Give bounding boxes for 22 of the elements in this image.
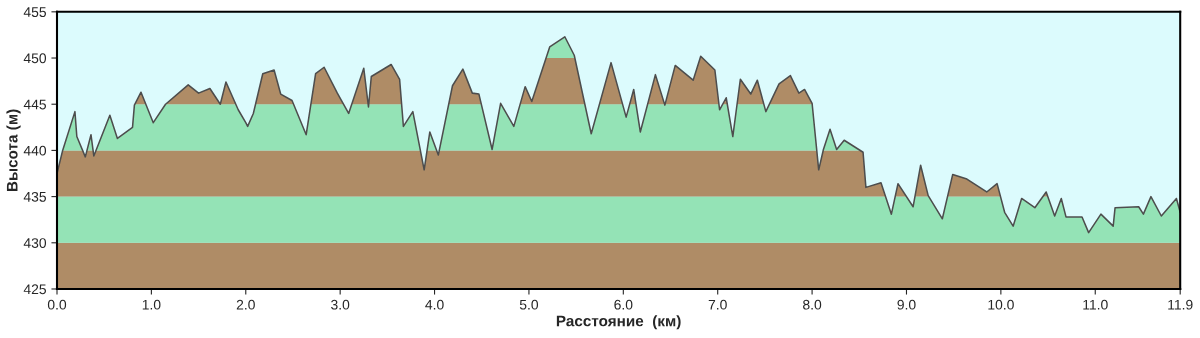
x-axis-title: Расстояние (км)	[556, 315, 681, 330]
x-tick-label: 11.0	[1083, 299, 1108, 310]
x-tick-label: 5.0	[519, 299, 539, 310]
y-tick-label: 455	[23, 7, 46, 17]
x-tick-label: 11.9	[1168, 299, 1193, 310]
y-tick-label: 425	[23, 284, 46, 295]
x-tick-label: 6.0	[614, 299, 633, 310]
y-axis-title: Высота (м)	[6, 109, 21, 191]
x-tick-label: 9.0	[897, 299, 916, 310]
y-tick-label: 435	[23, 191, 46, 202]
x-tick-label: 4.0	[425, 299, 444, 310]
y-tick-label: 445	[23, 99, 46, 110]
x-tick-label: 2.0	[236, 299, 255, 310]
x-tick-label: 10.0	[988, 299, 1014, 310]
y-tick-label: 440	[23, 145, 47, 156]
x-tick-label: 3.0	[331, 299, 350, 310]
x-tick-label: 0.0	[47, 299, 67, 310]
y-tick-label: 450	[23, 53, 47, 64]
x-tick-label: 8.0	[803, 299, 822, 310]
x-tick-label: 1.0	[142, 299, 161, 310]
x-tick-label: 7.0	[708, 299, 727, 310]
y-tick-label: 430	[23, 238, 47, 248]
